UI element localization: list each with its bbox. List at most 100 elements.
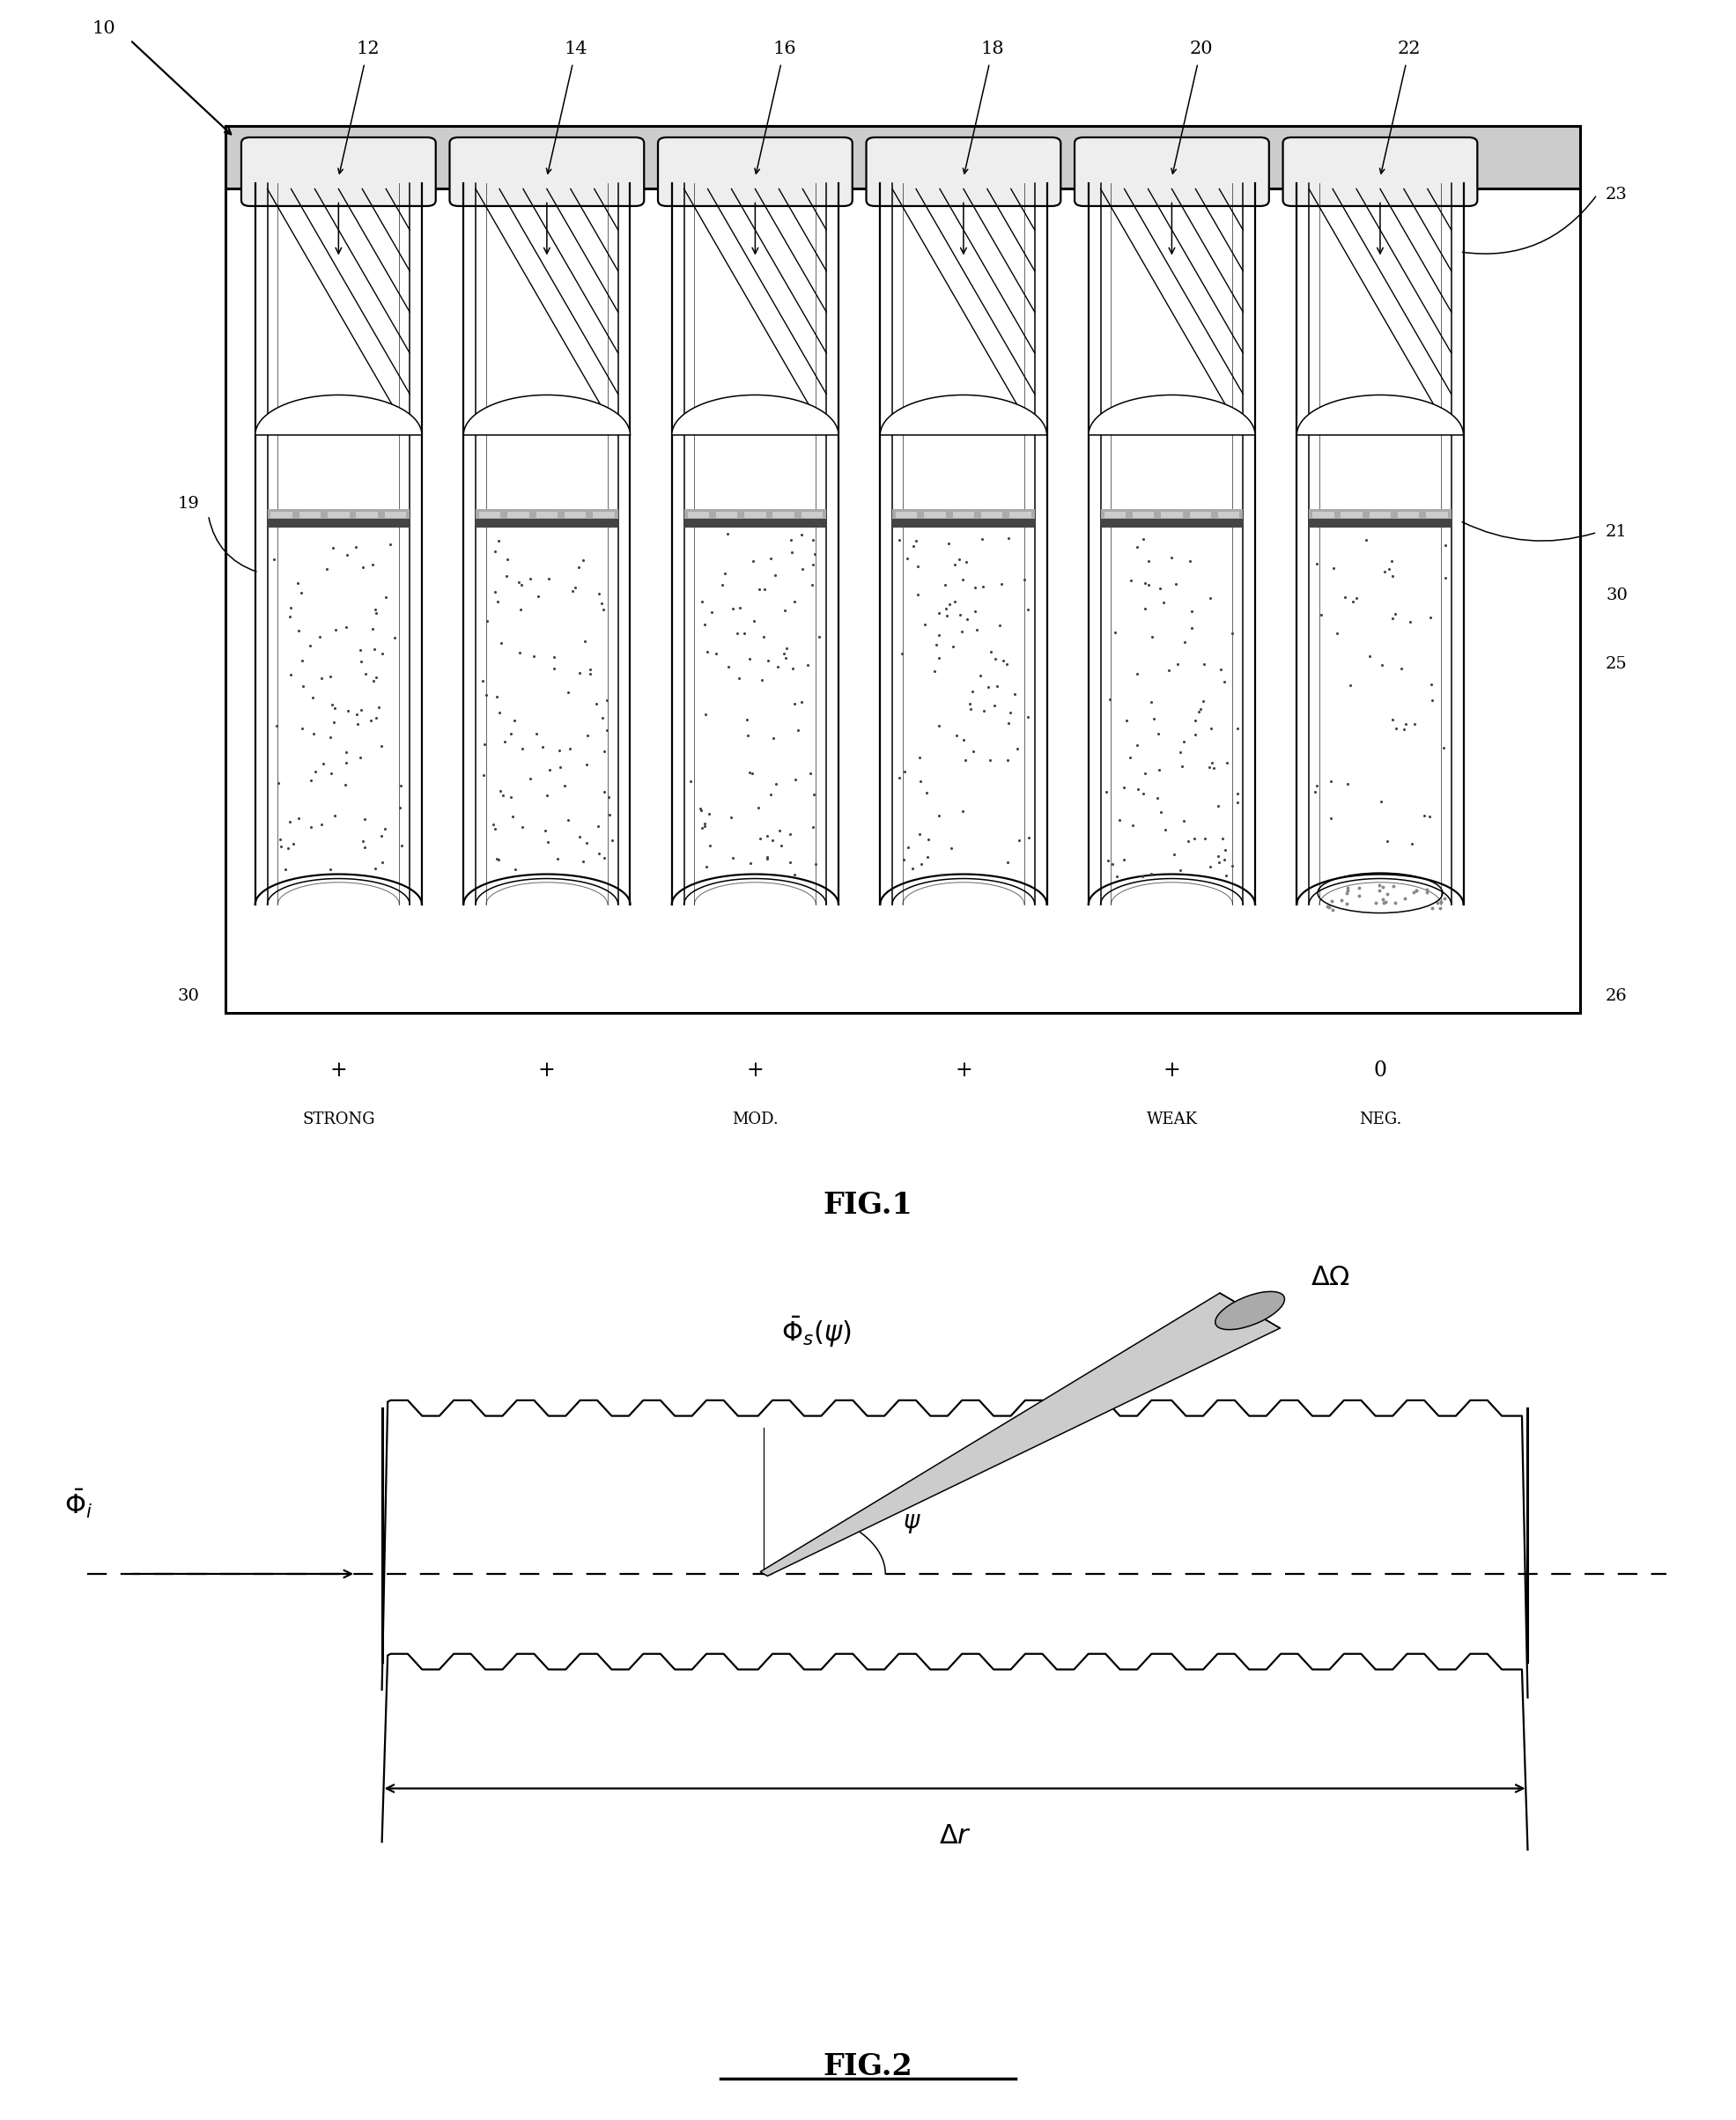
Point (361, 632, 389, 666)
Point (746, 823, 774, 856)
Point (1123, 727, 1151, 761)
Point (1130, 522, 1158, 555)
Point (516, 562, 543, 596)
Point (995, 846, 1023, 880)
Point (995, 522, 1023, 555)
Point (691, 697, 719, 731)
Point (1116, 564, 1144, 598)
Point (996, 695, 1024, 729)
Point (740, 545, 767, 579)
Point (547, 750, 575, 784)
Point (1196, 850, 1224, 884)
Bar (684, 519, 826, 528)
Text: 0: 0 (1373, 1060, 1387, 1081)
Bar (594, 511, 615, 517)
Polygon shape (880, 394, 1047, 435)
Text: $\Delta\Omega$: $\Delta\Omega$ (1311, 1264, 1351, 1291)
Bar (1370, 511, 1391, 517)
Point (368, 729, 396, 763)
Point (990, 642, 1017, 676)
Point (1302, 547, 1330, 581)
Point (1095, 683, 1123, 717)
Point (576, 657, 604, 691)
Point (904, 740, 932, 774)
Point (1319, 551, 1347, 585)
Point (1160, 837, 1187, 871)
Point (733, 702, 760, 736)
Point (899, 852, 927, 886)
Point (566, 655, 594, 689)
Bar (1309, 509, 1451, 519)
Point (483, 681, 510, 714)
Point (589, 591, 616, 625)
Text: 16: 16 (773, 40, 797, 57)
Text: 14: 14 (564, 40, 589, 57)
Point (941, 585, 969, 619)
Point (349, 549, 377, 583)
Text: +: + (955, 1060, 972, 1081)
FancyBboxPatch shape (866, 138, 1061, 206)
Point (589, 587, 616, 621)
Polygon shape (1088, 394, 1255, 435)
Point (302, 755, 330, 789)
Point (288, 712, 316, 746)
Point (748, 664, 776, 697)
Point (1418, 683, 1446, 717)
Point (372, 581, 399, 615)
Bar (564, 511, 587, 517)
Point (1109, 770, 1137, 803)
Point (962, 594, 990, 628)
Point (472, 678, 500, 712)
Point (318, 757, 345, 791)
Point (286, 577, 314, 611)
Point (1397, 827, 1425, 861)
Point (963, 613, 991, 647)
Bar (1397, 511, 1420, 517)
Point (1430, 562, 1458, 596)
Point (932, 591, 960, 625)
Point (719, 591, 746, 625)
Point (736, 755, 764, 789)
Point (332, 736, 359, 770)
Point (319, 706, 347, 740)
Point (960, 734, 988, 767)
Bar (1104, 511, 1125, 517)
Point (797, 757, 825, 791)
Text: WEAK: WEAK (1146, 1111, 1198, 1128)
Point (788, 685, 816, 719)
Point (488, 625, 516, 659)
Point (889, 636, 917, 670)
Point (1333, 871, 1361, 905)
Bar (267, 509, 410, 519)
Point (561, 570, 589, 604)
Point (800, 778, 828, 812)
Point (576, 653, 604, 687)
Point (736, 642, 764, 676)
Point (540, 640, 568, 674)
Point (573, 748, 601, 782)
Point (377, 528, 404, 562)
Bar (981, 511, 1003, 517)
Point (781, 687, 809, 721)
Point (1399, 876, 1427, 909)
Point (713, 651, 741, 685)
Point (498, 799, 526, 833)
Point (493, 560, 521, 594)
Point (321, 799, 349, 833)
Point (925, 640, 953, 674)
Point (1116, 740, 1144, 774)
Point (484, 844, 512, 878)
Point (757, 778, 785, 812)
Bar (1312, 511, 1333, 517)
Point (285, 801, 312, 835)
Point (316, 659, 344, 693)
Point (915, 823, 943, 856)
Point (788, 551, 816, 585)
Bar (267, 519, 410, 528)
Point (1132, 566, 1160, 600)
Point (1102, 859, 1130, 893)
Point (1300, 776, 1328, 810)
Point (1161, 566, 1189, 600)
Point (316, 721, 344, 755)
Point (481, 534, 509, 568)
